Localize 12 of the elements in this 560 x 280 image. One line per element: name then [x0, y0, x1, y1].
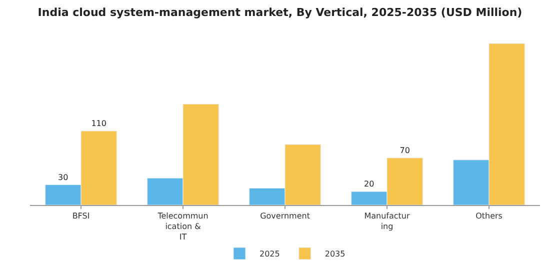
x-tick-label: Government — [260, 212, 310, 221]
legend-label: 2035 — [324, 250, 346, 259]
data-label: 110 — [91, 118, 106, 128]
chart-title: India cloud system-management market, By Vertical, 2025-2035 (USD Million) — [38, 6, 522, 20]
data-label: 70 — [400, 146, 410, 155]
x-tick-label: Telecommun ication & IT — [156, 212, 208, 242]
x-tick-label: Others — [476, 212, 502, 221]
x-tick-label: Manufactur ing — [364, 212, 410, 231]
legend-label: 2025 — [260, 250, 280, 259]
x-tick-label: BFSI — [72, 212, 90, 221]
data-label: 30 — [58, 172, 68, 182]
data-label: 20 — [364, 180, 374, 189]
